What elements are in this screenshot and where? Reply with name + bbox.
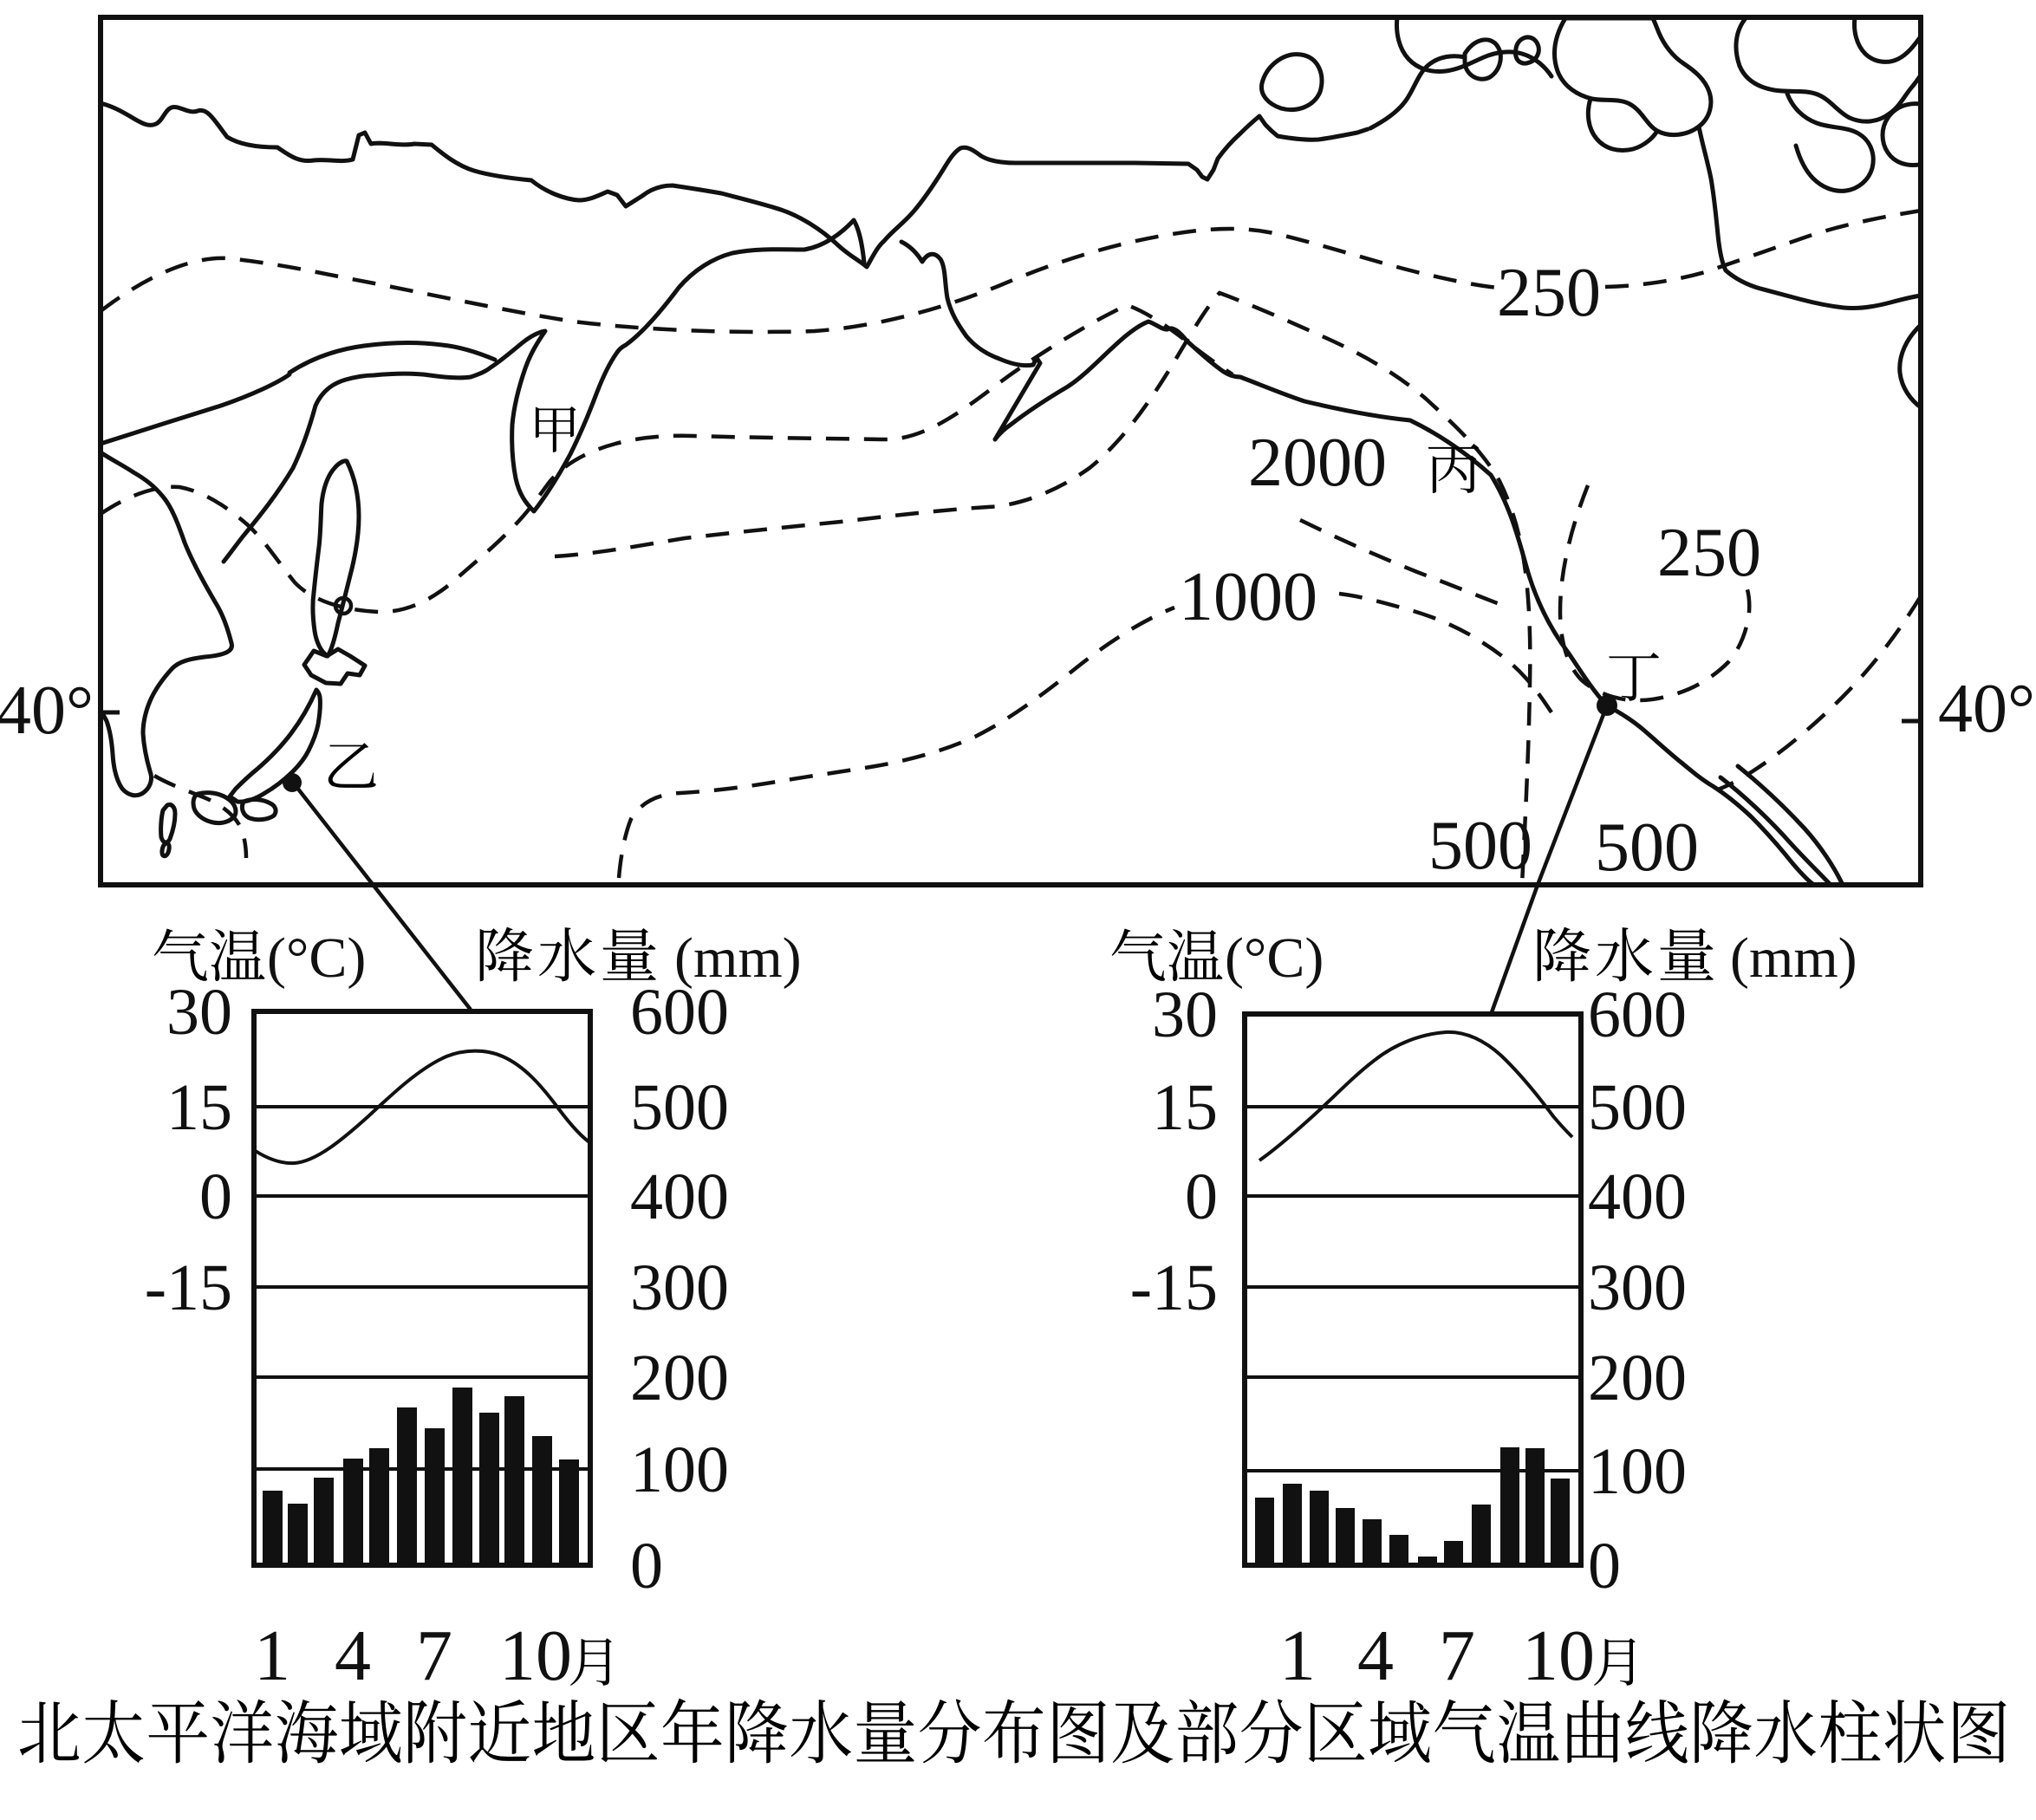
svg-text:-15: -15 (145, 1251, 232, 1324)
svg-text:(mm): (mm) (674, 926, 802, 990)
svg-text:1: 1 (1279, 1615, 1316, 1696)
svg-text:0: 0 (1185, 1160, 1218, 1233)
svg-text:-15: -15 (1130, 1251, 1218, 1324)
svg-text:(°C): (°C) (1225, 926, 1324, 990)
svg-text:300: 300 (1588, 1251, 1687, 1324)
svg-text:(°C): (°C) (267, 926, 366, 990)
svg-text:7: 7 (416, 1615, 452, 1696)
svg-text:1000: 1000 (1179, 559, 1317, 635)
svg-text:30: 30 (166, 976, 232, 1049)
svg-text:500: 500 (630, 1071, 729, 1144)
svg-text:2000: 2000 (1248, 425, 1387, 501)
svg-text:250: 250 (1497, 255, 1601, 331)
svg-text:300: 300 (630, 1251, 729, 1324)
svg-text:500: 500 (1588, 1071, 1687, 1144)
svg-text:0: 0 (1588, 1530, 1621, 1602)
svg-text:0: 0 (199, 1160, 232, 1233)
svg-text:400: 400 (1588, 1160, 1687, 1233)
svg-text:500: 500 (1428, 808, 1532, 884)
svg-text:400: 400 (630, 1160, 729, 1233)
svg-text:15: 15 (1152, 1071, 1218, 1144)
svg-text:600: 600 (1588, 978, 1687, 1051)
svg-text:7: 7 (1439, 1615, 1475, 1696)
svg-text:40°: 40° (0, 673, 94, 749)
svg-text:10: 10 (1522, 1615, 1595, 1696)
svg-text:200: 200 (630, 1342, 729, 1414)
svg-text:100: 100 (1588, 1435, 1687, 1508)
svg-text:250: 250 (1657, 515, 1761, 591)
svg-text:600: 600 (630, 976, 729, 1049)
svg-text:40°: 40° (1938, 671, 2035, 747)
svg-text:4: 4 (335, 1615, 371, 1696)
svg-text:100: 100 (630, 1433, 729, 1506)
svg-text:15: 15 (166, 1071, 232, 1144)
svg-text:0: 0 (630, 1530, 663, 1602)
svg-text:500: 500 (1595, 809, 1699, 886)
svg-text:1: 1 (254, 1615, 290, 1696)
svg-text:200: 200 (1588, 1342, 1687, 1414)
svg-text:(mm): (mm) (1730, 926, 1857, 990)
svg-text:30: 30 (1152, 978, 1218, 1051)
svg-text:10: 10 (499, 1615, 572, 1696)
svg-text:4: 4 (1357, 1615, 1394, 1696)
